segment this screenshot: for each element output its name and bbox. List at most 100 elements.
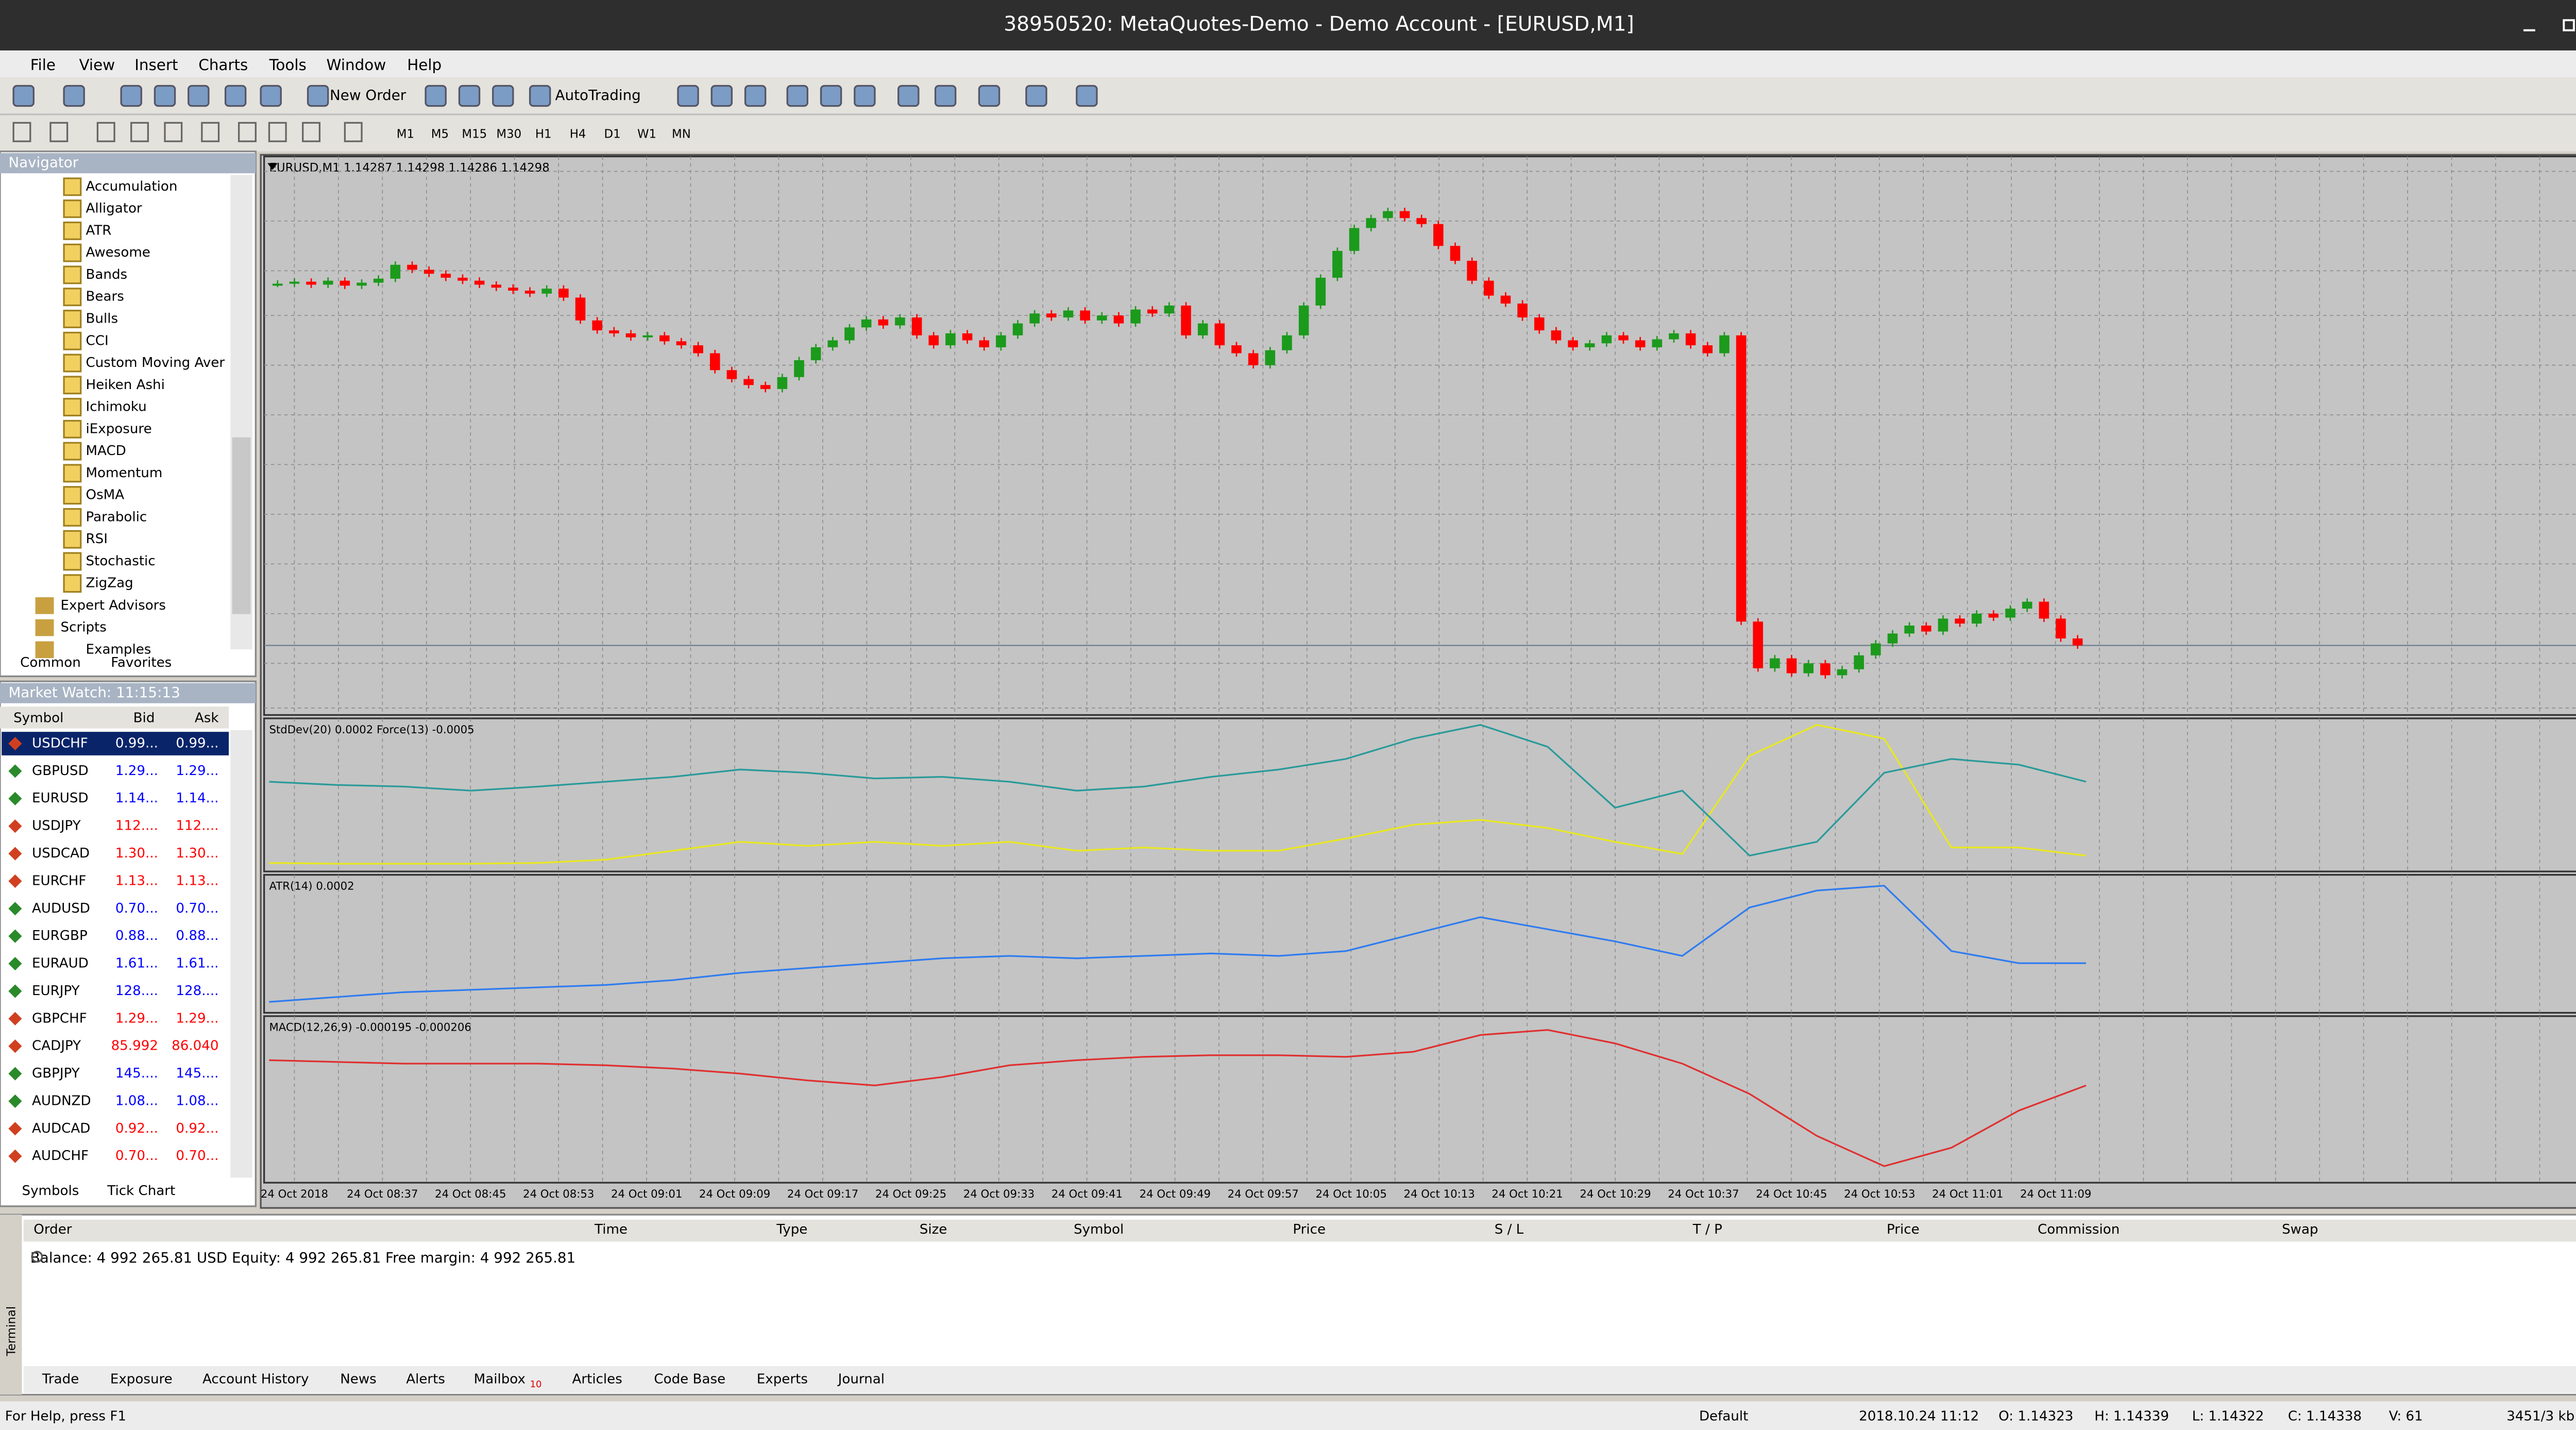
symbol[interactable]: EURJPY	[32, 983, 80, 999]
toolbar-icon[interactable]	[854, 85, 876, 107]
toolbar-icon[interactable]	[260, 85, 282, 107]
symbol[interactable]: EURUSD	[32, 790, 89, 806]
toolbar-icon[interactable]	[49, 122, 69, 142]
symbol[interactable]: AUDCAD	[32, 1121, 90, 1136]
terminal-tab[interactable]: Journal	[837, 1372, 885, 1387]
symbol[interactable]: GBPUSD	[32, 763, 89, 779]
toolbar-icon[interactable]	[130, 122, 149, 142]
menu-item[interactable]: Tools	[268, 56, 306, 74]
toolbar-icon[interactable]	[786, 85, 808, 107]
timeframe-button[interactable]: M30	[496, 128, 521, 141]
toolbar-icon[interactable]	[96, 122, 115, 142]
indicator-item[interactable]: Parabolic	[86, 509, 147, 525]
toolbar-icon[interactable]	[492, 85, 514, 107]
indicator-item[interactable]: Momentum	[86, 465, 163, 481]
symbol[interactable]: GBPCHF	[32, 1011, 87, 1026]
symbol[interactable]: EURAUD	[32, 956, 89, 971]
toolbar-icon[interactable]	[344, 122, 363, 142]
navigator-group[interactable]: Expert Advisors	[61, 598, 166, 613]
indicator-item[interactable]: iExposure	[86, 421, 152, 436]
toolbar-icon[interactable]	[820, 85, 842, 107]
toolbar-icon[interactable]	[978, 85, 1001, 107]
toolbar-icon[interactable]	[302, 122, 321, 142]
toolbar-button[interactable]: New Order	[330, 87, 406, 104]
symbol[interactable]: EURCHF	[32, 873, 86, 888]
toolbar-icon[interactable]	[154, 85, 176, 107]
toolbar-icon[interactable]	[1076, 85, 1098, 107]
navigator-group[interactable]: Examples	[86, 642, 151, 657]
panel-tab[interactable]: Tick Chart	[107, 1183, 175, 1199]
terminal-tab[interactable]: News	[340, 1372, 377, 1387]
window-controls[interactable]	[2523, 19, 2576, 31]
timeframe-button[interactable]: W1	[637, 128, 656, 141]
toolbar-icon[interactable]	[677, 85, 699, 107]
indicator-item[interactable]: RSI	[86, 531, 108, 547]
indicator-item[interactable]: OsMA	[86, 487, 125, 503]
terminal-tab[interactable]: Experts	[757, 1372, 808, 1387]
symbol[interactable]: GBPJPY	[32, 1066, 80, 1081]
timeframe-button[interactable]: H4	[570, 128, 586, 141]
scrollbar[interactable]	[230, 730, 252, 1178]
indicator-item[interactable]: Accumulation	[86, 179, 178, 194]
indicator-item[interactable]: MACD	[86, 443, 126, 459]
indicator-item[interactable]: Ichimoku	[86, 399, 147, 415]
indicator-item[interactable]: Alligator	[86, 201, 142, 216]
toolbar-icon[interactable]	[12, 85, 35, 107]
toolbar-icon[interactable]	[12, 122, 31, 142]
panel-tab[interactable]: Symbols	[22, 1183, 79, 1199]
indicator-item[interactable]: Bands	[86, 267, 128, 282]
terminal-tab[interactable]: Alerts	[406, 1372, 445, 1387]
indicator-item[interactable]: Awesome	[86, 245, 150, 260]
indicator-item[interactable]: ATR	[86, 223, 112, 238]
toolbar-icon[interactable]	[425, 85, 447, 107]
menu-item[interactable]: Charts	[198, 56, 248, 74]
terminal-tab[interactable]: Code Base	[654, 1372, 725, 1387]
toolbar-icon[interactable]	[307, 85, 329, 107]
terminal-tab[interactable]: Articles	[572, 1372, 622, 1387]
symbol[interactable]: AUDNZD	[32, 1093, 91, 1108]
toolbar-icon[interactable]	[744, 85, 767, 107]
symbol[interactable]: USDJPY	[32, 818, 81, 834]
toolbar-icon[interactable]	[897, 85, 920, 107]
timeframe-button[interactable]: H1	[535, 128, 552, 141]
toolbar-icon[interactable]	[120, 85, 142, 107]
toolbar-icon[interactable]	[188, 85, 210, 107]
indicator-item[interactable]: Heiken Ashi	[86, 377, 165, 393]
timeframe-button[interactable]: M1	[397, 128, 414, 141]
symbol[interactable]: CADJPY	[32, 1038, 81, 1054]
toolbar-icon[interactable]	[63, 85, 85, 107]
indicator-item[interactable]: Bears	[86, 289, 124, 305]
toolbar-icon[interactable]	[710, 85, 733, 107]
toolbar-button[interactable]: AutoTrading	[555, 87, 641, 104]
toolbar-icon[interactable]	[529, 85, 551, 107]
menu-item[interactable]: Window	[326, 56, 386, 74]
terminal-tab[interactable]: Trade	[42, 1372, 79, 1387]
menu-item[interactable]: View	[79, 56, 115, 74]
timeframe-button[interactable]: M15	[462, 128, 487, 141]
indicator-item[interactable]: Stochastic	[86, 553, 156, 569]
toolbar-icon[interactable]	[1025, 85, 1047, 107]
toolbar-icon[interactable]	[268, 122, 287, 142]
toolbar-icon[interactable]	[224, 85, 247, 107]
symbol[interactable]: EURGBP	[32, 928, 88, 944]
menu-item[interactable]: File	[30, 56, 56, 74]
toolbar-icon[interactable]	[201, 122, 220, 142]
terminal-tab[interactable]: Mailbox	[474, 1372, 526, 1387]
timeframe-button[interactable]: MN	[672, 128, 691, 141]
symbol[interactable]: USDCHF	[32, 736, 88, 751]
timeframe-button[interactable]: D1	[604, 128, 621, 141]
toolbar-icon[interactable]	[934, 85, 957, 107]
indicator-item[interactable]: Custom Moving Aver	[86, 355, 225, 371]
indicator-item[interactable]: Bulls	[86, 311, 118, 326]
menu-item[interactable]: Help	[407, 56, 442, 74]
toolbar-icon[interactable]	[458, 85, 481, 107]
symbol[interactable]: AUDUSD	[32, 901, 90, 916]
toolbar-icon[interactable]	[238, 122, 257, 142]
toolbar-icon[interactable]	[164, 122, 183, 142]
scroll-thumb[interactable]	[232, 437, 251, 614]
terminal-tab[interactable]: Exposure	[110, 1372, 173, 1387]
indicator-item[interactable]: ZigZag	[86, 576, 133, 591]
terminal-tab[interactable]: Account History	[202, 1372, 309, 1387]
menu-item[interactable]: Insert	[134, 56, 178, 74]
indicator-item[interactable]: CCI	[86, 333, 109, 348]
